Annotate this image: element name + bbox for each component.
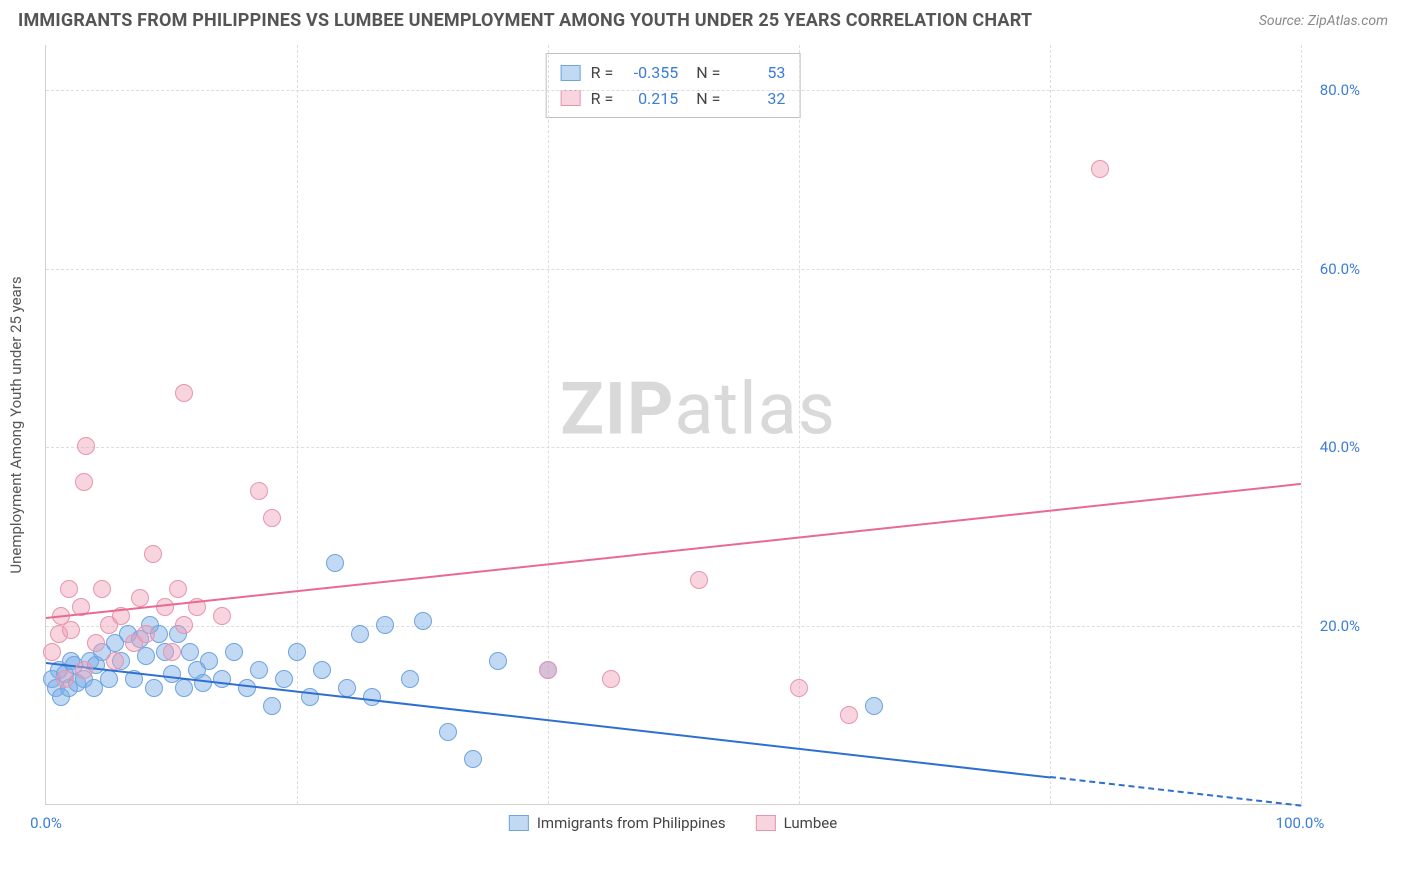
data-point (137, 625, 155, 643)
data-point (75, 473, 93, 491)
series-legend-item: Immigrants from Philippines (509, 814, 726, 832)
data-point (43, 643, 61, 661)
data-point (175, 616, 193, 634)
legend-swatch (561, 65, 581, 81)
data-point (250, 661, 268, 679)
data-point (326, 554, 344, 572)
y-tick-label: 40.0% (1320, 438, 1360, 456)
correlation-legend: R =-0.355 N =53R =0.215 N =32 (546, 53, 801, 118)
data-point (56, 670, 74, 688)
data-point (263, 509, 281, 527)
data-point (238, 679, 256, 697)
data-point (363, 688, 381, 706)
grid-line (46, 626, 1300, 627)
data-point (840, 706, 858, 724)
data-point (75, 661, 93, 679)
data-point (250, 482, 268, 500)
legend-n-value: 53 (730, 60, 785, 86)
data-point (144, 545, 162, 563)
legend-swatch (561, 90, 581, 106)
data-point (225, 643, 243, 661)
y-tick-label: 60.0% (1320, 260, 1360, 278)
data-point (401, 670, 419, 688)
data-point (865, 697, 883, 715)
chart-title: IMMIGRANTS FROM PHILIPPINES VS LUMBEE UN… (18, 10, 1032, 31)
legend-swatch (509, 815, 529, 831)
data-point (77, 437, 95, 455)
legend-row: R = -0.355 N = 53 (561, 60, 786, 86)
data-point (145, 679, 163, 697)
data-point (338, 679, 356, 697)
data-point (263, 697, 281, 715)
data-point (60, 580, 78, 598)
data-point (100, 670, 118, 688)
legend-r-value: -0.355 (623, 60, 678, 86)
data-point (414, 612, 432, 630)
regression-line (46, 483, 1301, 619)
data-point (351, 625, 369, 643)
data-point (539, 661, 557, 679)
legend-n-label: N = (688, 60, 720, 86)
data-point (62, 621, 80, 639)
data-point (200, 652, 218, 670)
data-point (169, 580, 187, 598)
data-point (313, 661, 331, 679)
scatter-plot: Unemployment Among Youth under 25 years … (45, 45, 1300, 805)
grid-line (1301, 45, 1302, 804)
x-tick-min: 0.0% (30, 814, 62, 832)
data-point (106, 652, 124, 670)
series-name: Lumbee (784, 814, 838, 832)
data-point (163, 643, 181, 661)
series-legend-item: Lumbee (756, 814, 838, 832)
data-point (87, 634, 105, 652)
data-point (194, 674, 212, 692)
grid-line (46, 447, 1300, 448)
grid-line (46, 90, 1300, 91)
y-axis-title: Unemployment Among Youth under 25 years (7, 276, 25, 573)
x-tick-max: 100.0% (1276, 814, 1325, 832)
data-point (602, 670, 620, 688)
data-point (439, 723, 457, 741)
data-point (376, 616, 394, 634)
series-legend: Immigrants from Philippines Lumbee (509, 814, 837, 832)
data-point (156, 598, 174, 616)
data-point (93, 580, 111, 598)
legend-swatch (756, 815, 776, 831)
legend-r-label: R = (591, 60, 614, 86)
data-point (137, 647, 155, 665)
y-tick-label: 20.0% (1320, 617, 1360, 635)
grid-line (548, 45, 549, 804)
grid-line (46, 269, 1300, 270)
data-point (1091, 160, 1109, 178)
data-point (175, 384, 193, 402)
data-point (275, 670, 293, 688)
data-point (790, 679, 808, 697)
data-point (175, 679, 193, 697)
regression-line (1050, 776, 1301, 807)
data-point (213, 607, 231, 625)
data-point (464, 750, 482, 768)
data-point (288, 643, 306, 661)
watermark: ZIPatlas (560, 367, 836, 452)
data-point (690, 571, 708, 589)
data-point (131, 589, 149, 607)
source-label: Source: ZipAtlas.com (1259, 13, 1388, 29)
series-name: Immigrants from Philippines (537, 814, 726, 832)
data-point (489, 652, 507, 670)
y-tick-label: 80.0% (1320, 81, 1360, 99)
grid-line (1050, 45, 1051, 804)
data-point (213, 670, 231, 688)
data-point (181, 643, 199, 661)
